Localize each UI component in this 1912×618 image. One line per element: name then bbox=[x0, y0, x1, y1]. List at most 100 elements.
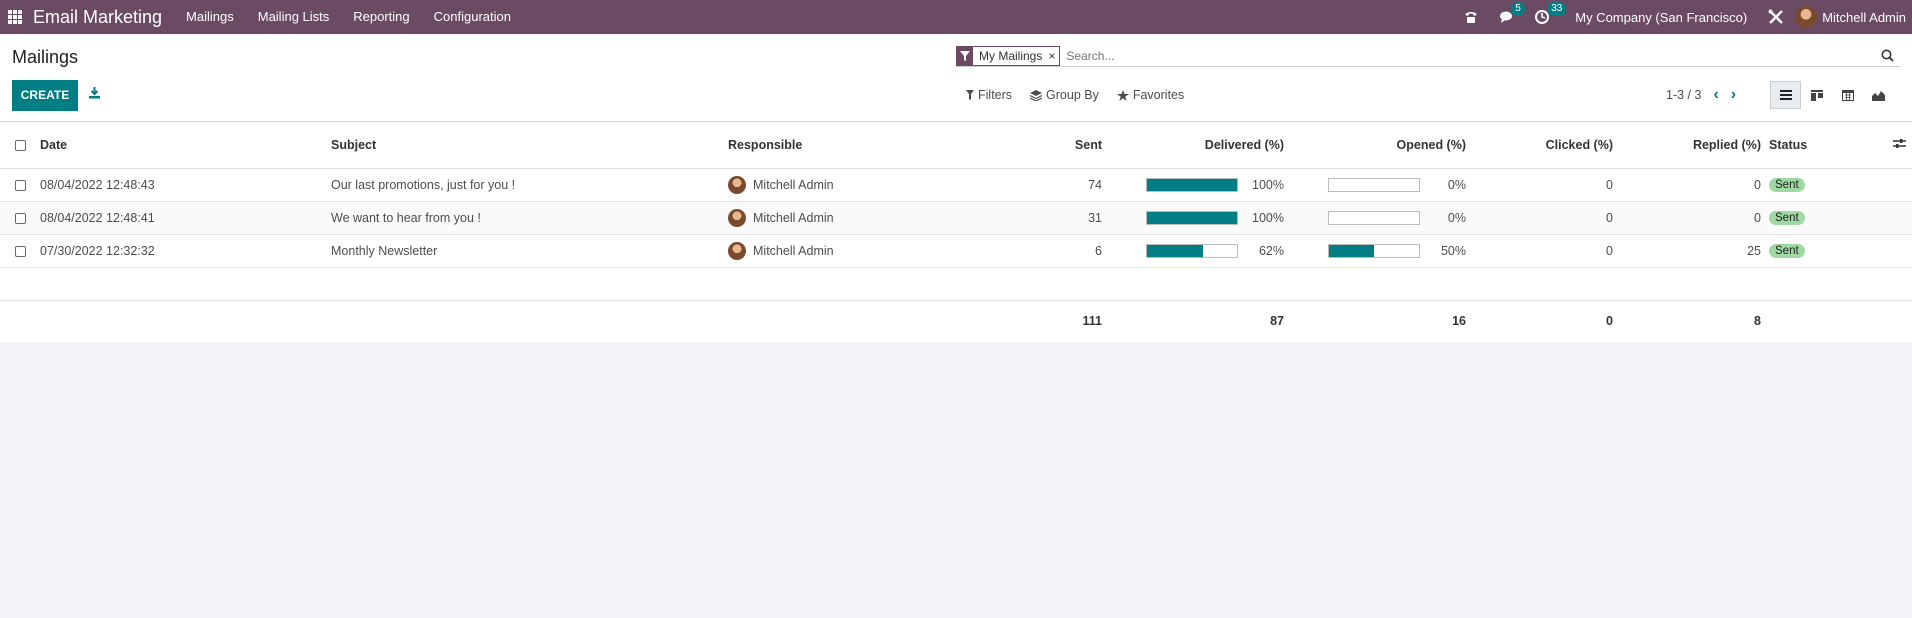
opened-progress-bar bbox=[1328, 210, 1420, 225]
responsible-name: Mitchell Admin bbox=[753, 210, 834, 225]
header-clicked[interactable]: Clicked (%) bbox=[1474, 123, 1621, 169]
responsible-name: Mitchell Admin bbox=[753, 243, 834, 258]
header-date[interactable]: Date bbox=[40, 123, 331, 169]
page-title: Mailings bbox=[12, 47, 79, 67]
menu-configuration[interactable]: Configuration bbox=[433, 9, 511, 24]
row-clicked: 0 bbox=[1474, 234, 1621, 268]
list-view-icon[interactable] bbox=[1770, 81, 1801, 109]
header-delivered[interactable]: Delivered (%) bbox=[1110, 123, 1292, 169]
row-subject: Monthly Newsletter bbox=[331, 234, 728, 268]
top-navbar: Email Marketing Mailings Mailing Lists R… bbox=[0, 0, 1912, 34]
header-responsible[interactable]: Responsible bbox=[728, 123, 960, 169]
status-badge: Sent bbox=[1769, 211, 1805, 225]
optional-columns-toggle-icon[interactable] bbox=[1859, 123, 1912, 169]
activities-clock-icon[interactable]: 33 bbox=[1535, 2, 1567, 24]
group-by-button[interactable]: Group By bbox=[1030, 88, 1099, 102]
opened-value: 0% bbox=[1447, 210, 1466, 225]
pager-next-icon[interactable]: › bbox=[1730, 86, 1737, 103]
filter-icon bbox=[966, 90, 974, 100]
responsible-avatar bbox=[728, 241, 746, 260]
filters-label: Filters bbox=[978, 88, 1013, 102]
row-responsible: Mitchell Admin bbox=[728, 234, 960, 268]
status-badge: Sent bbox=[1769, 178, 1805, 192]
row-sent: 6 bbox=[960, 234, 1110, 268]
group-by-label: Group By bbox=[1046, 88, 1099, 102]
opened-value: 0% bbox=[1447, 177, 1466, 192]
header-opened[interactable]: Opened (%) bbox=[1292, 123, 1474, 169]
row-checkbox[interactable] bbox=[0, 201, 40, 235]
control-panel: Mailings CREATE My Mailings × Filters Gr… bbox=[0, 34, 1912, 122]
row-subject: We want to hear from you ! bbox=[331, 201, 728, 235]
row-replied: 25 bbox=[1621, 234, 1769, 268]
table-row[interactable]: 08/04/2022 12:48:41 We want to hear from … bbox=[0, 201, 1912, 235]
total-sent: 111 bbox=[960, 300, 1110, 342]
row-replied: 0 bbox=[1621, 168, 1769, 202]
menu-mailing-lists[interactable]: Mailing Lists bbox=[257, 9, 330, 24]
pager-value[interactable]: 1-3 / 3 bbox=[1666, 88, 1702, 102]
row-opened: 50% bbox=[1292, 234, 1474, 268]
select-all-checkbox[interactable] bbox=[0, 123, 40, 169]
row-sent: 74 bbox=[960, 168, 1110, 202]
table-header-row: Date Subject Responsible Sent Delivered … bbox=[0, 123, 1912, 169]
header-sent[interactable]: Sent bbox=[960, 123, 1110, 169]
table-row[interactable]: 08/04/2022 12:48:43 Our last promotions, … bbox=[0, 168, 1912, 202]
user-name: Mitchell Admin bbox=[1822, 9, 1906, 25]
apps-menu-icon[interactable] bbox=[8, 10, 22, 24]
view-switcher bbox=[1770, 81, 1894, 109]
filters-button[interactable]: Filters bbox=[966, 88, 1012, 102]
header-subject[interactable]: Subject bbox=[331, 123, 728, 169]
messages-icon[interactable]: 5 bbox=[1499, 2, 1525, 24]
user-menu[interactable]: Mitchell Admin bbox=[1795, 6, 1906, 28]
delivered-value: 62% bbox=[1258, 243, 1284, 258]
responsible-avatar bbox=[728, 175, 746, 194]
row-checkbox[interactable] bbox=[0, 168, 40, 202]
row-checkbox[interactable] bbox=[0, 234, 40, 268]
delivered-value: 100% bbox=[1252, 177, 1284, 192]
search-facet: My Mailings × bbox=[956, 45, 1061, 66]
facet-remove-button[interactable]: × bbox=[1048, 48, 1056, 63]
menu-reporting[interactable]: Reporting bbox=[353, 9, 410, 24]
table-row[interactable]: 07/30/2022 12:32:32 Monthly Newsletter Mit… bbox=[0, 234, 1912, 268]
status-badge: Sent bbox=[1769, 244, 1805, 258]
delivered-progress-bar bbox=[1146, 177, 1238, 192]
empty-row bbox=[0, 267, 1912, 301]
delivered-value: 100% bbox=[1252, 210, 1284, 225]
total-clicked: 0 bbox=[1474, 300, 1621, 342]
calendar-view-icon[interactable] bbox=[1832, 81, 1863, 109]
responsible-name: Mitchell Admin bbox=[753, 177, 834, 192]
pager-previous-icon[interactable]: ‹ bbox=[1713, 86, 1719, 103]
search-input[interactable] bbox=[1066, 48, 1867, 63]
facet-label: My Mailings bbox=[979, 48, 1043, 63]
row-opened: 0% bbox=[1292, 201, 1474, 235]
search-options: Filters Group By Favorites bbox=[966, 88, 1202, 102]
row-responsible: Mitchell Admin bbox=[728, 201, 960, 235]
header-replied[interactable]: Replied (%) bbox=[1621, 123, 1769, 169]
total-opened: 16 bbox=[1292, 300, 1474, 342]
star-icon bbox=[1116, 89, 1129, 101]
row-status: Sent bbox=[1769, 168, 1859, 202]
kanban-view-icon[interactable] bbox=[1801, 81, 1832, 109]
row-sent: 31 bbox=[960, 201, 1110, 235]
app-name[interactable]: Email Marketing bbox=[33, 6, 163, 27]
row-clicked: 0 bbox=[1474, 168, 1621, 202]
favorites-button[interactable]: Favorites bbox=[1116, 88, 1185, 102]
row-replied: 0 bbox=[1621, 201, 1769, 235]
download-icon[interactable] bbox=[88, 86, 101, 102]
graph-view-icon[interactable] bbox=[1863, 81, 1894, 109]
search-icon[interactable] bbox=[1881, 49, 1894, 65]
debug-tools-icon[interactable] bbox=[1767, 8, 1785, 26]
company-switcher[interactable]: My Company (San Francisco) bbox=[1575, 9, 1748, 25]
phone-icon[interactable] bbox=[1463, 10, 1479, 24]
row-date: 08/04/2022 12:48:43 bbox=[40, 168, 331, 202]
favorites-label: Favorites bbox=[1132, 88, 1185, 102]
row-clicked: 0 bbox=[1474, 201, 1621, 235]
row-date: 07/30/2022 12:32:32 bbox=[40, 234, 331, 268]
create-button[interactable]: CREATE bbox=[12, 80, 78, 111]
menu-mailings[interactable]: Mailings bbox=[186, 9, 234, 24]
delivered-progress-bar bbox=[1146, 210, 1238, 225]
pager: 1-3 / 3 ‹ › bbox=[1666, 86, 1736, 104]
mailings-list: Date Subject Responsible Sent Delivered … bbox=[0, 123, 1912, 342]
header-status[interactable]: Status bbox=[1769, 123, 1859, 169]
search-bar: My Mailings × bbox=[956, 45, 1900, 67]
row-status: Sent bbox=[1769, 234, 1859, 268]
